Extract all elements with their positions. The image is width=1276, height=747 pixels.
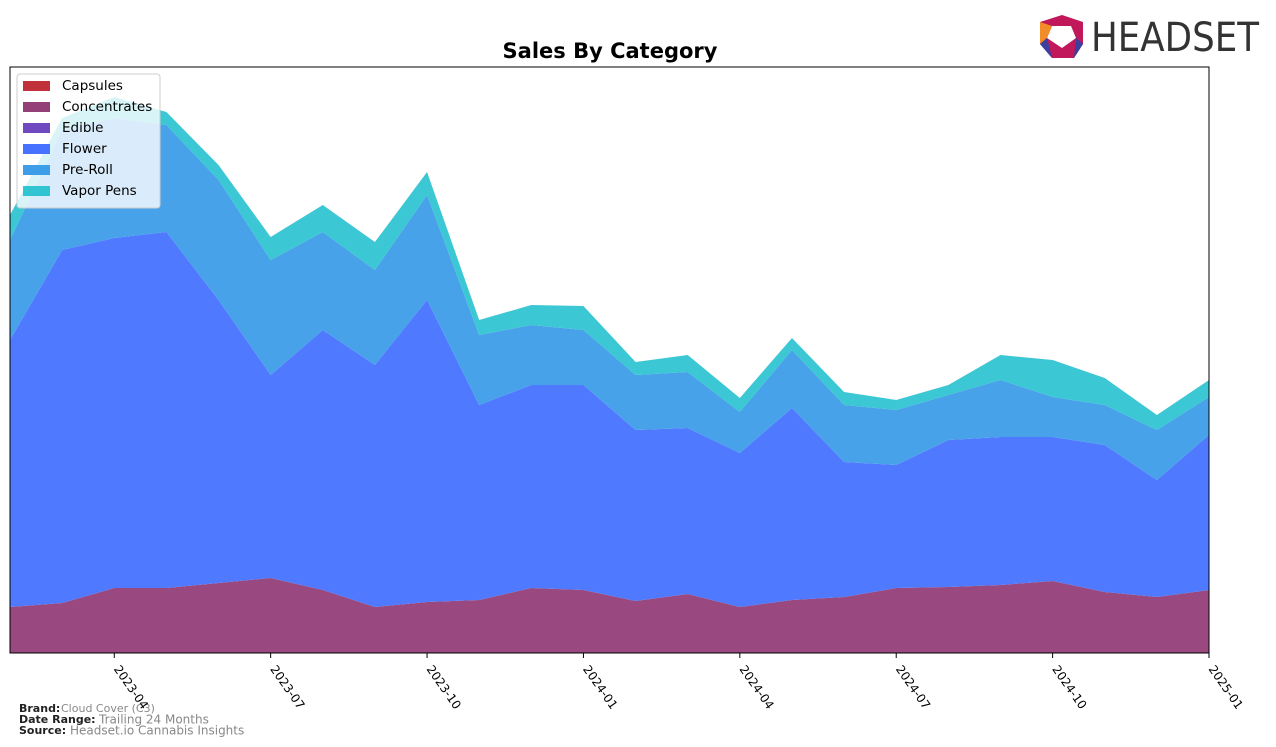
x-tick-label: 2024-10 [1049, 663, 1089, 712]
x-tick-label: 2024-01 [580, 663, 620, 712]
legend-label: Concentrates [62, 99, 152, 115]
footer-value: Cloud Cover (C3) [61, 702, 155, 715]
area [10, 97, 1209, 430]
x-tick-label: 2023-10 [424, 663, 464, 712]
logo-mark-part [1040, 38, 1052, 58]
legend: Capsules Concentrates Edible Flower Pre-Roll… [16, 73, 161, 209]
footer-value: Headset.io Cannabis Insights [70, 724, 244, 738]
logo-text: HEADSET [1091, 15, 1259, 61]
legend-swatch [23, 144, 50, 154]
x-tick-label: 2025-01 [1206, 663, 1246, 712]
legend-swatch [23, 81, 50, 91]
legend-label: Pre-Roll [62, 162, 113, 178]
footer-label: Brand: [19, 702, 60, 715]
logo-mark-hole [1047, 26, 1076, 48]
legend-swatch [23, 123, 50, 133]
legend-swatch [23, 165, 50, 175]
legend-swatch [23, 186, 50, 196]
legend-label: Vapor Pens [62, 183, 137, 199]
x-tick-label: 2024-04 [737, 663, 777, 712]
chart-title: Sales By Category [503, 39, 718, 63]
legend-swatch [23, 102, 50, 112]
x-tick-label: 2024-07 [893, 663, 933, 712]
footer-label: Source: [19, 724, 66, 737]
footer-label: Date Range: [19, 713, 96, 726]
logo-mark-part [1074, 38, 1083, 58]
footer-value: Trailing 24 Months [98, 713, 209, 727]
logo-mark-part [1040, 22, 1052, 44]
area [10, 232, 1209, 607]
legend-label: Capsules [62, 78, 123, 94]
x-tick-label: 2023-07 [267, 663, 307, 712]
logo: HEADSET [1040, 15, 1259, 61]
legend-box [16, 73, 161, 209]
plot-frame [9, 66, 1210, 654]
area [10, 578, 1209, 653]
legend-label: Edible [62, 120, 103, 136]
legend-label: Flower [62, 141, 107, 157]
